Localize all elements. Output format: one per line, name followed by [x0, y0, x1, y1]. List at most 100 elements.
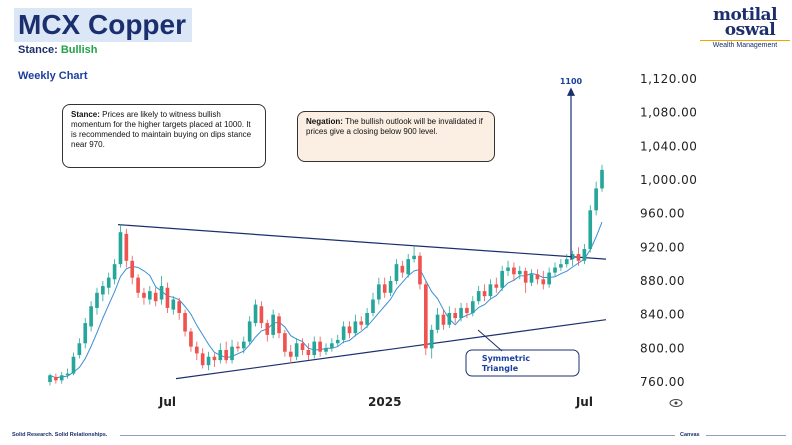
candle-body	[142, 292, 146, 298]
candle-body	[300, 343, 305, 351]
candle-body	[177, 301, 182, 313]
candle-body	[153, 292, 158, 302]
candle-body	[412, 255, 416, 260]
candle-body	[159, 286, 164, 300]
y-tick-label: 880.00	[640, 274, 685, 288]
candle-body	[388, 281, 393, 293]
candle-body	[65, 373, 70, 376]
x-tick-label: Jul	[575, 395, 593, 409]
candle-body	[112, 264, 117, 280]
candle-body	[594, 188, 598, 211]
candle-body	[148, 291, 152, 300]
candle-body	[382, 284, 387, 293]
candle-body	[441, 314, 446, 325]
candle-body	[512, 267, 516, 275]
candle-body	[564, 259, 569, 265]
candle-body	[306, 350, 311, 356]
candle-body	[95, 292, 99, 308]
candle-body	[54, 376, 58, 381]
candle-body	[283, 333, 287, 352]
candle-body	[523, 270, 528, 283]
candle-body	[83, 323, 88, 344]
candle-body	[294, 343, 299, 357]
candle-body	[576, 254, 581, 261]
negation-box-text: The bullish outlook will be invalidated …	[306, 117, 483, 136]
candle-body	[130, 260, 135, 278]
pattern-callout-pointer	[477, 329, 503, 352]
candle-body	[377, 284, 381, 300]
stance-box-text: Prices are likely to witness bullish mom…	[71, 110, 252, 149]
pattern-label-line2: Triangle	[482, 364, 519, 373]
candle-body	[435, 314, 440, 330]
candle-body	[535, 274, 540, 280]
candle-body	[371, 299, 375, 313]
candle-body	[494, 284, 499, 288]
pattern-callout-box	[465, 349, 580, 377]
candle-body	[465, 307, 469, 313]
candle-body	[241, 341, 246, 349]
y-tick-label: 1,040.00	[640, 139, 697, 153]
candle-body	[429, 329, 434, 349]
candle-body	[553, 267, 557, 273]
x-tick-label: Jul	[158, 395, 176, 409]
candle-body	[459, 307, 463, 319]
candle-body	[341, 326, 346, 340]
candle-body	[171, 299, 176, 310]
candle-body	[230, 346, 234, 361]
candle-body	[288, 351, 293, 357]
candle-body	[476, 291, 481, 302]
candle-body	[447, 312, 452, 325]
candle-body	[506, 267, 510, 271]
candle-body	[206, 356, 211, 366]
candle-body	[253, 304, 258, 324]
candle-body	[277, 316, 281, 334]
x-tick-label: 2025	[368, 395, 401, 409]
candle-body	[541, 279, 546, 285]
candle-body	[218, 350, 223, 361]
candle-body	[559, 264, 563, 268]
candle-body	[194, 346, 199, 354]
stance-value: Bullish	[60, 44, 98, 56]
candle-body	[77, 343, 82, 356]
candle-body	[347, 326, 352, 334]
candle-body	[183, 312, 187, 332]
candle-body	[312, 341, 317, 356]
footer-source: Canvas	[680, 432, 700, 438]
candle-body	[529, 274, 534, 283]
candle-body	[124, 233, 129, 261]
negation-box: Negation: The bullish outlook will be in…	[297, 111, 495, 162]
candle-body	[118, 232, 123, 265]
candle-body	[236, 346, 240, 349]
candle-body	[48, 375, 52, 382]
chart-subtitle: Weekly Chart	[18, 70, 88, 82]
logo-line1: motilal	[712, 5, 778, 25]
candle-body	[365, 312, 369, 325]
candle-body	[400, 265, 405, 273]
candle-body	[271, 314, 275, 335]
logo-tagline: Wealth Management	[700, 40, 790, 49]
candle-body	[482, 291, 487, 297]
candle-body	[517, 270, 522, 275]
y-tick-label: 1,080.00	[640, 106, 697, 120]
candle-body	[582, 249, 587, 261]
candle-body	[165, 287, 170, 308]
logo-line2: oswal	[724, 20, 776, 40]
candle-body	[330, 343, 334, 349]
stance-label: Stance:	[18, 44, 58, 56]
target-label: 1100	[560, 77, 583, 86]
stance-box-label: Stance:	[71, 110, 100, 119]
candle-body	[488, 284, 493, 297]
candle-body	[570, 254, 575, 260]
eye-icon-pupil	[674, 401, 678, 405]
page-title: MCX Copper	[14, 8, 192, 42]
candle-body	[500, 270, 504, 288]
y-tick-label: 800.00	[640, 341, 685, 355]
candle-body	[265, 323, 270, 335]
candle-body	[394, 264, 399, 281]
candle-body	[224, 350, 228, 361]
candle-body	[453, 312, 458, 319]
y-tick-label: 1,120.00	[640, 72, 697, 86]
candle-body	[324, 348, 328, 352]
y-tick-label: 760.00	[640, 375, 685, 389]
y-tick-label: 960.00	[640, 207, 685, 221]
